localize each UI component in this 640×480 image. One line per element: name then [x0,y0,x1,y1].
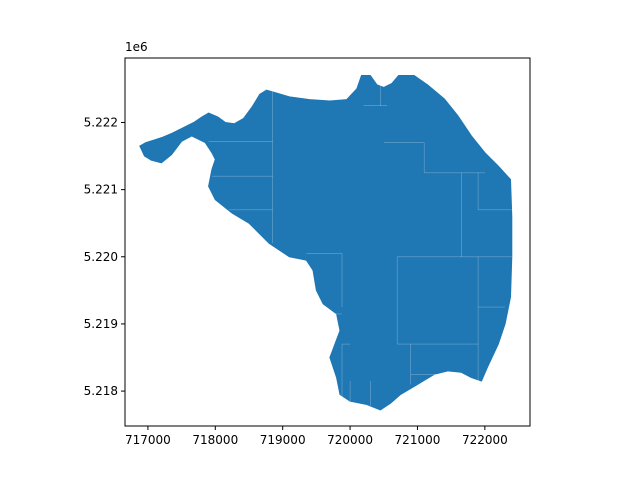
x-axis: 717000 718000 719000 720000 721000 722000 [125,426,508,447]
x-tick-label-0: 717000 [125,433,171,447]
y-tick-label-3: 5.221 [84,183,118,197]
polygon-layer [139,75,513,411]
y-tick-label-1: 5.219 [84,317,118,331]
region-polygon [139,75,513,411]
x-tick-label-5: 722000 [462,433,508,447]
x-tick-label-3: 720000 [327,433,373,447]
y-offset-text: 1e6 [125,40,148,54]
x-tick-label-2: 719000 [260,433,306,447]
y-tick-label-4: 5.222 [84,115,118,129]
y-tick-label-0: 5.218 [84,384,118,398]
x-tick-label-1: 718000 [192,433,238,447]
y-axis: 5.218 5.219 5.220 5.221 5.222 [84,115,125,398]
plot-area [139,75,513,411]
axes-frame [124,57,531,427]
x-tick-label-4: 721000 [395,433,441,447]
y-tick-label-2: 5.220 [84,250,118,264]
